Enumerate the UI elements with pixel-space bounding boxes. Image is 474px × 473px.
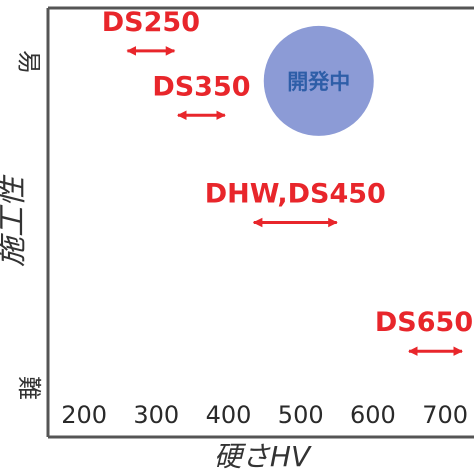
x-tick-label: 600 — [350, 401, 396, 429]
product-label: DS250 — [102, 7, 200, 38]
product-label: DHW,DS450 — [205, 179, 386, 210]
product-series: DS250 DS350 DHW,DS450 DS650 — [102, 7, 473, 357]
development-marker: 開発中 — [263, 25, 374, 136]
x-tick-label: 500 — [278, 401, 324, 429]
x-tick-label: 300 — [133, 401, 179, 429]
product-label: DS350 — [152, 71, 250, 102]
x-tick-labels: 200 300 400 500 600 700 — [61, 401, 468, 429]
development-circle — [263, 25, 374, 136]
y-top-label: 易 — [15, 50, 43, 74]
development-label: 開発中 — [287, 70, 350, 94]
x-tick-label: 700 — [422, 401, 468, 429]
x-tick-label: 200 — [61, 401, 107, 429]
y-bottom-label: 難 — [15, 376, 43, 400]
x-tick-label: 400 — [206, 401, 252, 429]
x-axis-label: 硬さHV — [214, 440, 312, 473]
product-label: DS650 — [375, 307, 473, 338]
y-axis-label: 施工性 — [0, 174, 30, 267]
